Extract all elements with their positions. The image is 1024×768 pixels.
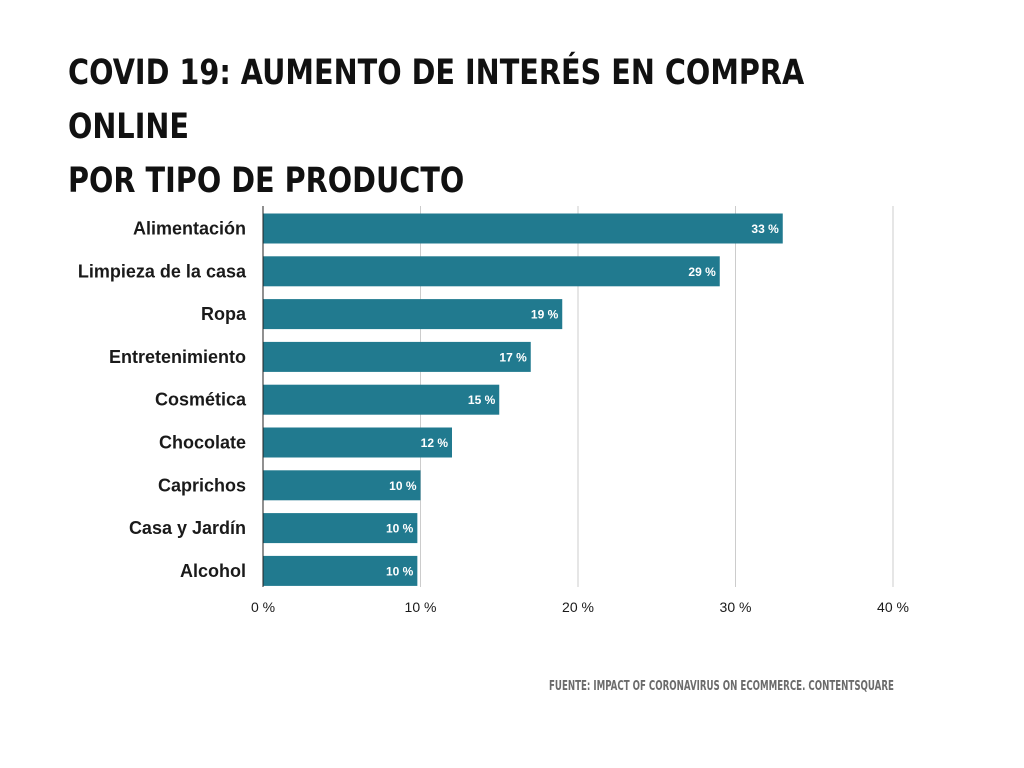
x-tick-label-0: 0 % <box>251 599 275 615</box>
bar-4 <box>263 384 500 415</box>
category-label-7: Casa y Jardín <box>129 518 246 538</box>
value-label-2: 19 % <box>531 308 559 322</box>
value-label-8: 10 % <box>386 564 414 578</box>
x-tick-label-10: 10 % <box>405 599 437 615</box>
category-label-0: Alimentación <box>133 219 246 239</box>
bar-0 <box>263 213 783 244</box>
value-label-3: 17 % <box>499 350 527 364</box>
value-label-0: 33 % <box>751 222 779 236</box>
x-tick-label-30: 30 % <box>720 599 752 615</box>
category-label-4: Cosmética <box>155 390 247 410</box>
x-tick-label-20: 20 % <box>562 599 594 615</box>
category-label-2: Ropa <box>201 304 247 324</box>
value-label-7: 10 % <box>386 522 414 536</box>
bar-6 <box>263 470 421 501</box>
bar-1 <box>263 256 720 287</box>
value-label-6: 10 % <box>389 479 417 493</box>
category-label-6: Caprichos <box>158 475 246 495</box>
chart-title-line-1: COVID 19: AUMENTO DE INTERÉS EN COMPRA O… <box>68 53 805 147</box>
bar-8 <box>263 555 418 586</box>
chart-title-line-2: POR TIPO DE PRODUCTO <box>68 161 465 201</box>
bar-7 <box>263 513 418 544</box>
value-label-4: 15 % <box>468 393 496 407</box>
category-label-5: Chocolate <box>159 433 246 453</box>
source-note: FUENTE: IMPACT OF CORONAVIRUS ON ECOMMER… <box>549 679 894 694</box>
bar-2 <box>263 299 563 330</box>
category-label-1: Limpieza de la casa <box>78 261 247 281</box>
chart-title: COVID 19: AUMENTO DE INTERÉS EN COMPRA O… <box>68 46 806 208</box>
bar-3 <box>263 341 531 372</box>
x-tick-label-40: 40 % <box>877 599 909 615</box>
category-label-8: Alcohol <box>180 561 246 581</box>
category-label-3: Entretenimiento <box>109 347 246 367</box>
value-label-1: 29 % <box>688 265 716 279</box>
value-label-5: 12 % <box>421 436 449 450</box>
bar-5 <box>263 427 452 458</box>
